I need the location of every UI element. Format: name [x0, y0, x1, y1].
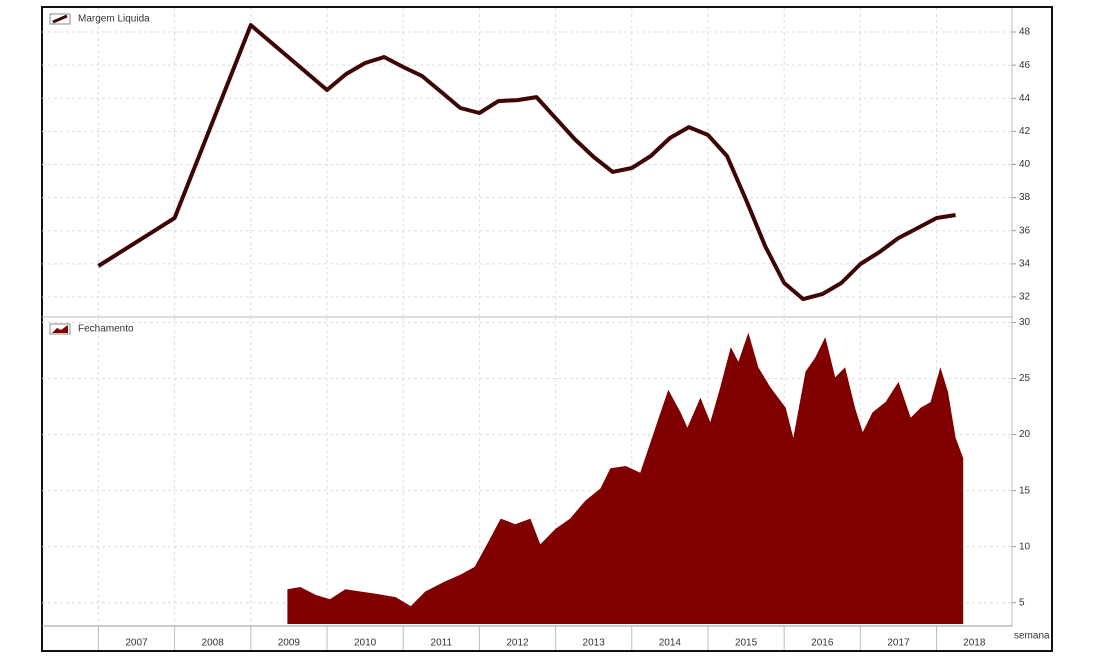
- y-tick-label: 32: [1019, 292, 1031, 303]
- x-tick-label: 2016: [811, 638, 834, 649]
- y-tick-label: 46: [1019, 60, 1031, 71]
- y-tick-label: 48: [1019, 27, 1031, 38]
- y-tick-label: 42: [1019, 126, 1031, 137]
- x-tick-label: 2017: [887, 638, 910, 649]
- x-tick-label: 2012: [506, 638, 529, 649]
- x-tick-label: 2014: [659, 638, 682, 649]
- legend-icon: [49, 323, 71, 335]
- x-tick-label: 2010: [354, 638, 377, 649]
- legend-label: Fechamento: [78, 324, 134, 335]
- x-tick-label: 2008: [202, 638, 225, 649]
- y-tick-label: 10: [1019, 541, 1031, 552]
- legend-swatch: [52, 14, 68, 24]
- x-tick-label: 2009: [278, 638, 301, 649]
- y-tick-label: 5: [1019, 597, 1025, 608]
- y-tick-label: 20: [1019, 429, 1031, 440]
- x-tick-label: 2015: [735, 638, 758, 649]
- x-tick-label: 2007: [125, 638, 148, 649]
- y-tick-label: 38: [1019, 192, 1031, 203]
- y-tick-label: 30: [1019, 317, 1031, 328]
- y-tick-label: 15: [1019, 485, 1031, 496]
- x-tick-label: 2011: [431, 638, 453, 649]
- area: [287, 332, 964, 624]
- legend-label: Margem Liquida: [78, 14, 150, 25]
- y-tick-label: 34: [1019, 258, 1031, 269]
- legend-swatch: [52, 325, 68, 333]
- y-tick-label: 44: [1019, 93, 1031, 104]
- y-tick-label: 40: [1019, 159, 1031, 170]
- line: [97, 23, 956, 302]
- x-tick-label: 2018: [963, 638, 986, 649]
- y-tick-label: 36: [1019, 225, 1031, 236]
- y-tick-label: 25: [1019, 373, 1031, 384]
- x-tick-label: 2013: [583, 638, 606, 649]
- x-axis-label: semana: [1014, 631, 1050, 642]
